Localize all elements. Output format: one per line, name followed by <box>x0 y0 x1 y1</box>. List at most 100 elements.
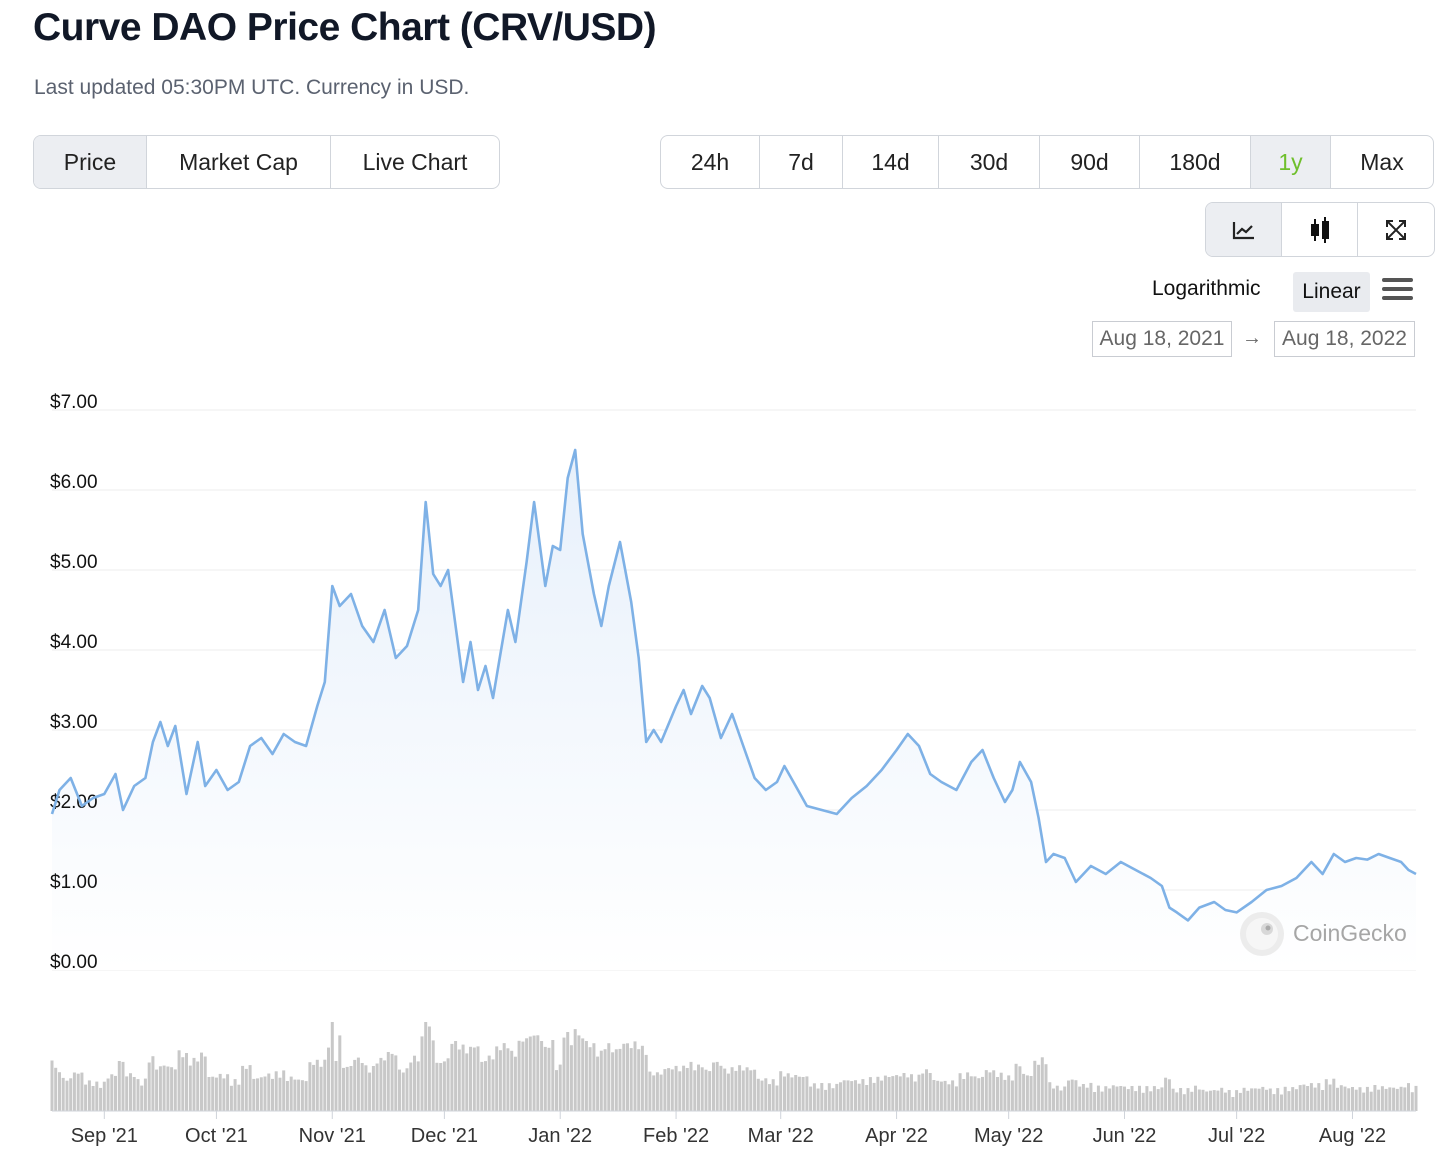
volume-bar <box>1130 1086 1134 1111</box>
logarithmic-scale-option[interactable]: Logarithmic <box>1152 277 1261 300</box>
chart-view-buttons <box>1205 202 1435 257</box>
x-tick-label: Jan '22 <box>528 1125 592 1147</box>
volume-bar <box>439 1063 443 1111</box>
volume-bar <box>278 1077 282 1111</box>
volume-bars <box>50 1022 1418 1112</box>
volume-bar <box>521 1041 525 1111</box>
volume-bar <box>319 1066 323 1111</box>
volume-bar <box>1164 1077 1168 1111</box>
volume-bar <box>1052 1088 1055 1111</box>
volume-bar <box>214 1077 218 1111</box>
volume-bar <box>450 1043 454 1111</box>
price-chart[interactable]: $0.00 $1.00 $2.00 $3.00 $4.00 $5.00 $6.00 $7.00… <box>0 380 1456 1162</box>
line-chart-button[interactable] <box>1206 203 1282 256</box>
volume-bar <box>1037 1064 1041 1111</box>
volume-bar <box>364 1065 368 1111</box>
range-7d-button[interactable]: 7d <box>760 136 843 188</box>
volume-bar <box>958 1073 962 1111</box>
volume-bar <box>1123 1086 1126 1111</box>
volume-bar <box>491 1059 495 1111</box>
range-30d-button[interactable]: 30d <box>939 136 1040 188</box>
candlestick-button[interactable] <box>1282 203 1358 256</box>
volume-bar <box>835 1083 839 1111</box>
range-90d-button[interactable]: 90d <box>1040 136 1140 188</box>
tab-live-chart[interactable]: Live Chart <box>362 148 468 175</box>
volume-bar <box>622 1043 626 1111</box>
volume-bar <box>1223 1092 1227 1111</box>
volume-bar <box>312 1064 316 1111</box>
volume-bar <box>308 1062 312 1111</box>
x-tick-label: Jul '22 <box>1208 1125 1265 1147</box>
linear-scale-option[interactable]: Linear <box>1293 272 1370 312</box>
volume-bar <box>857 1083 861 1111</box>
y-axis-labels: $0.00 $1.00 $2.00 $3.00 $4.00 $5.00 $6.00 $7.00 <box>50 392 98 973</box>
volume-bar <box>61 1077 65 1111</box>
volume-bar <box>132 1077 136 1111</box>
volume-bar <box>704 1069 708 1111</box>
volume-bar <box>607 1043 611 1111</box>
volume-bar <box>472 1047 476 1111</box>
volume-bar <box>58 1072 61 1111</box>
volume-bar <box>816 1088 820 1111</box>
volume-bar <box>185 1053 188 1111</box>
x-tick-label: Aug '22 <box>1319 1125 1386 1147</box>
volume-bar <box>188 1065 192 1111</box>
volume-bar <box>783 1076 786 1111</box>
volume-bar <box>211 1076 215 1111</box>
volume-bar <box>121 1061 125 1111</box>
volume-bar <box>1313 1087 1317 1111</box>
volume-bar <box>868 1077 872 1111</box>
volume-bar <box>700 1067 704 1111</box>
tab-market-cap[interactable]: Market Cap <box>147 136 331 188</box>
fullscreen-button[interactable] <box>1358 203 1434 256</box>
volume-bar <box>626 1043 629 1111</box>
volume-bar <box>510 1050 514 1111</box>
menu-icon[interactable] <box>1382 278 1413 304</box>
volume-bar <box>928 1073 932 1111</box>
volume-bar <box>1081 1084 1085 1111</box>
volume-bar <box>880 1080 884 1111</box>
volume-bar <box>562 1037 566 1111</box>
volume-bar <box>678 1071 682 1111</box>
range-24h-button[interactable]: 24h <box>661 136 760 188</box>
volume-bar <box>921 1073 925 1111</box>
volume-bar <box>1063 1086 1067 1111</box>
volume-bar <box>1089 1082 1093 1111</box>
volume-bar <box>1257 1088 1261 1111</box>
date-to-input[interactable]: Aug 18, 2022 <box>1274 321 1415 357</box>
volume-bar <box>323 1059 327 1111</box>
volume-bar <box>1033 1060 1037 1111</box>
volume-bar <box>1216 1090 1220 1111</box>
volume-bar <box>338 1035 342 1111</box>
x-tick-label: Oct '21 <box>185 1125 248 1147</box>
volume-bar <box>375 1063 379 1111</box>
volume-bar <box>734 1070 738 1111</box>
volume-bar <box>820 1083 824 1111</box>
volume-bar <box>1347 1088 1351 1111</box>
volume-bar <box>327 1047 330 1111</box>
volume-bar <box>797 1076 801 1111</box>
date-from-input[interactable]: Aug 18, 2021 <box>1092 321 1232 357</box>
volume-bar <box>693 1070 697 1111</box>
volume-bar <box>203 1056 207 1111</box>
range-180d-button[interactable]: 180d <box>1140 136 1251 188</box>
volume-bar <box>461 1044 465 1111</box>
range-14d-button[interactable]: 14d <box>843 136 939 188</box>
volume-bar <box>629 1048 633 1111</box>
volume-bar <box>196 1061 200 1111</box>
volume-bar <box>839 1082 842 1111</box>
volume-bar <box>244 1068 248 1111</box>
range-max-button[interactable]: Max <box>1360 148 1404 175</box>
volume-bar <box>218 1073 222 1111</box>
volume-bar <box>248 1065 252 1111</box>
volume-bar <box>775 1085 779 1111</box>
volume-bar <box>685 1068 689 1111</box>
volume-bar <box>644 1054 648 1111</box>
volume-bar <box>988 1072 992 1111</box>
volume-bar <box>876 1076 880 1111</box>
range-1y-button[interactable]: 1y <box>1251 136 1331 188</box>
volume-bar <box>192 1057 196 1111</box>
volume-bar <box>409 1062 413 1111</box>
volume-bar <box>465 1053 469 1111</box>
tab-price[interactable]: Price <box>34 136 147 188</box>
